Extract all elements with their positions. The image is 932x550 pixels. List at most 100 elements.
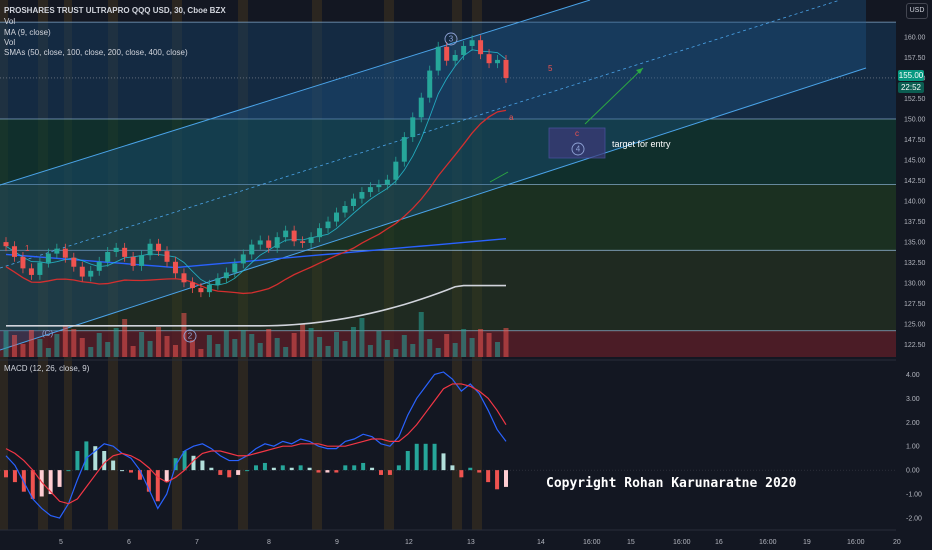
candle-body bbox=[105, 251, 111, 262]
macd-histogram-bar bbox=[352, 465, 357, 471]
price-tick-label: 137.50 bbox=[904, 219, 926, 226]
candle-body bbox=[350, 198, 356, 206]
candle-body bbox=[37, 262, 43, 275]
ma-legend[interactable]: MA (9, close) bbox=[4, 28, 51, 37]
volume-bar bbox=[122, 319, 128, 357]
vol-legend[interactable]: Vol bbox=[4, 17, 16, 26]
target-annotation: target for entry bbox=[612, 139, 671, 149]
candle-body bbox=[198, 288, 204, 293]
volume-bar bbox=[11, 335, 17, 357]
candle-body bbox=[384, 179, 390, 185]
macd-histogram-bar bbox=[450, 465, 455, 471]
candle-body bbox=[308, 237, 314, 243]
time-tick-label: 20 bbox=[893, 539, 901, 546]
wave-a-label: a bbox=[509, 113, 514, 122]
vol2-legend[interactable]: Vol bbox=[4, 38, 16, 47]
macd-legend[interactable]: MACD (12, 26, close, 9) bbox=[4, 364, 90, 373]
macd-histogram-bar bbox=[155, 470, 160, 502]
smas-legend[interactable]: SMAs (50, close, 100, close, 200, close,… bbox=[4, 48, 188, 57]
candle-body bbox=[435, 46, 441, 71]
volume-bar bbox=[172, 345, 178, 357]
candle-body bbox=[274, 237, 280, 248]
macd-histogram-bar bbox=[432, 443, 437, 471]
volume-bar bbox=[452, 343, 458, 357]
candle-body bbox=[359, 192, 365, 199]
macd-histogram-bar bbox=[57, 470, 62, 487]
time-tick-label: 16:00 bbox=[673, 539, 691, 546]
price-tick-label: 122.50 bbox=[904, 342, 926, 349]
macd-histogram-bar bbox=[236, 470, 241, 475]
volume-bar bbox=[376, 331, 382, 357]
candle-body bbox=[478, 40, 484, 55]
macd-histogram-bar bbox=[271, 467, 276, 471]
volume-bar bbox=[367, 345, 373, 357]
volume-bar bbox=[156, 327, 162, 357]
macd-histogram-bar bbox=[405, 450, 410, 471]
price-tick-label: 145.00 bbox=[904, 158, 926, 165]
macd-tick-label: 1.00 bbox=[906, 444, 920, 451]
volume-bar bbox=[249, 334, 255, 357]
time-tick-label: 16 bbox=[715, 539, 723, 546]
volume-bar bbox=[62, 325, 68, 357]
volume-bar bbox=[308, 328, 314, 357]
candle-body bbox=[317, 228, 323, 238]
volume-bar bbox=[342, 341, 348, 357]
volume-bar bbox=[274, 338, 280, 357]
macd-histogram-bar bbox=[325, 470, 330, 473]
candle-body bbox=[79, 266, 85, 277]
macd-histogram-bar bbox=[486, 470, 491, 483]
currency-button[interactable]: USD bbox=[906, 3, 928, 19]
macd-histogram-bar bbox=[146, 470, 151, 492]
candle-body bbox=[469, 40, 475, 46]
macd-histogram-bar bbox=[468, 467, 473, 471]
price-tick-label: 130.00 bbox=[904, 281, 926, 288]
macd-histogram-bar bbox=[66, 470, 71, 472]
volume-bar bbox=[427, 339, 433, 357]
volume-bar bbox=[469, 338, 475, 357]
volume-bar bbox=[232, 339, 238, 357]
candle-body bbox=[410, 117, 416, 138]
volume-bar bbox=[486, 333, 492, 357]
copyright-text: Copyright Rohan Karunaratne 2020 bbox=[546, 476, 797, 491]
candle-body bbox=[139, 255, 145, 266]
candle-body bbox=[28, 268, 34, 275]
volume-bar bbox=[147, 341, 153, 357]
macd-histogram-bar bbox=[48, 470, 53, 495]
candle-body bbox=[495, 59, 501, 64]
macd-histogram-bar bbox=[396, 465, 401, 471]
time-tick-label: 16:00 bbox=[847, 539, 865, 546]
sma50-line bbox=[5, 109, 507, 295]
volume-bar bbox=[189, 340, 195, 357]
macd-histogram-bar bbox=[129, 470, 133, 473]
macd-histogram-bar bbox=[137, 470, 142, 480]
volume-bar bbox=[3, 331, 9, 357]
sma400-line bbox=[6, 284, 506, 327]
candle-body bbox=[232, 263, 238, 273]
macd-histogram-bar bbox=[379, 470, 383, 475]
volume-bar bbox=[283, 347, 289, 357]
wave-1-label: 1 bbox=[25, 244, 30, 253]
volume-bar bbox=[88, 347, 94, 357]
candle-body bbox=[3, 242, 9, 247]
zone-green bbox=[0, 184, 896, 251]
volume-bar bbox=[79, 338, 85, 357]
time-tick-label: 6 bbox=[127, 539, 131, 546]
sma200-line bbox=[5, 238, 507, 269]
time-tick-label: 9 bbox=[335, 539, 339, 546]
countdown-badge: 22:52 bbox=[898, 82, 924, 93]
macd-histogram-bar bbox=[84, 441, 89, 471]
wave-4-label-text: 4 bbox=[576, 145, 581, 154]
time-tick-label: 7 bbox=[195, 539, 199, 546]
macd-histogram-bar bbox=[218, 470, 223, 475]
volume-bar bbox=[291, 333, 297, 357]
macd-histogram-bar bbox=[120, 470, 125, 472]
macd-histogram-bar bbox=[477, 470, 482, 473]
macd-histogram-bar bbox=[316, 470, 321, 473]
candle-body bbox=[249, 244, 255, 255]
wave-C-label: (C) bbox=[42, 329, 53, 338]
time-tick-label: 12 bbox=[405, 539, 413, 546]
macd-line bbox=[5, 371, 507, 519]
zone-olive bbox=[0, 250, 896, 333]
volume-bar bbox=[20, 344, 26, 357]
